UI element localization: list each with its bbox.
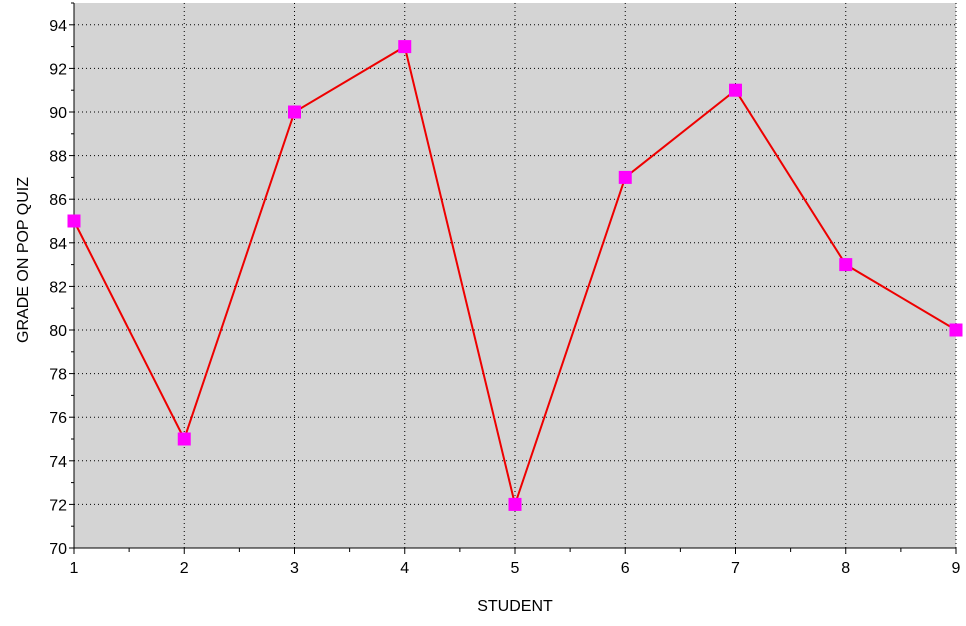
data-point-marker — [839, 258, 853, 272]
y-tick-label: 78 — [49, 367, 67, 384]
data-series — [67, 40, 963, 511]
data-point-marker — [618, 170, 632, 184]
x-tick-label: 1 — [70, 560, 79, 577]
y-tick-labels: 70 72 74 76 78 80 82 84 86 88 90 92 94 — [49, 18, 67, 558]
y-axis-label: GRADE ON POP QUIZ — [15, 177, 32, 343]
y-tick-label: 72 — [49, 497, 67, 514]
x-tick-label: 4 — [400, 560, 409, 577]
y-tick-label: 84 — [49, 236, 67, 253]
data-point-marker — [949, 323, 963, 337]
data-point-marker — [67, 214, 81, 228]
data-point-marker — [508, 497, 522, 511]
data-point-marker — [729, 83, 742, 97]
x-tick-label: 8 — [841, 560, 850, 577]
x-axis-label: STUDENT — [477, 598, 553, 615]
y-tick-label: 90 — [49, 105, 67, 122]
y-tick-label: 94 — [49, 18, 67, 35]
y-tick-label: 86 — [49, 192, 67, 209]
y-tick-label: 76 — [49, 410, 67, 427]
data-point-marker — [177, 432, 191, 446]
x-tick-label: 6 — [621, 560, 630, 577]
y-tick-label: 74 — [49, 454, 67, 471]
y-tick-label: 88 — [49, 149, 67, 166]
axis-ticks — [69, 2, 957, 554]
x-tick-label: 5 — [511, 560, 520, 577]
y-tick-label: 82 — [49, 279, 67, 296]
y-tick-label: 70 — [49, 541, 67, 558]
data-point-marker — [398, 40, 412, 54]
x-tick-label: 7 — [731, 560, 740, 577]
x-tick-label: 9 — [952, 560, 961, 577]
y-tick-label: 92 — [49, 61, 67, 78]
x-tick-labels: 1 2 3 4 5 6 7 8 9 — [70, 560, 961, 577]
x-tick-label: 2 — [180, 560, 189, 577]
y-tick-label: 80 — [49, 323, 67, 340]
data-point-marker — [288, 105, 301, 119]
x-tick-label: 3 — [290, 560, 299, 577]
